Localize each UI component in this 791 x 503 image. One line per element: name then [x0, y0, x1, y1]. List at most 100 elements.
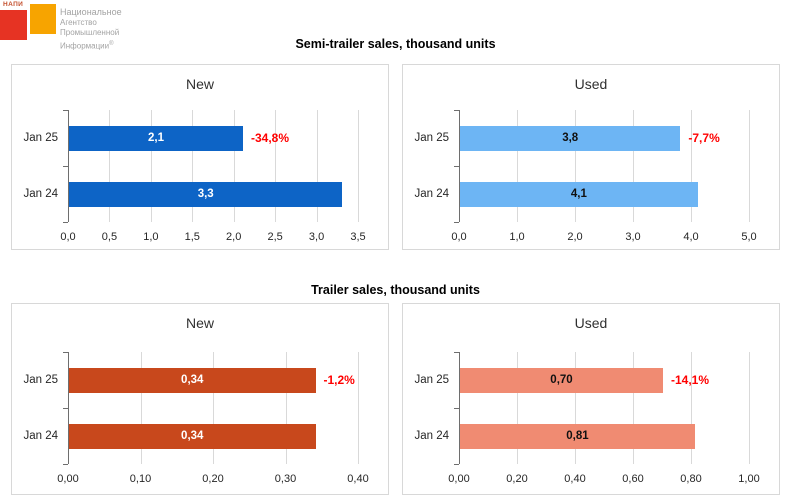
gridline [633, 352, 634, 464]
x-axis-tick-label: 3,0 [308, 231, 325, 243]
logo-line-4: Информации® [60, 40, 114, 51]
plot-area-semitrailer-used: Jan 25 3,8 -7,7% Jan 24 4,1 0,0 1,0 2,0 3,0 4,0 5,… [414, 110, 757, 243]
category-axis-line [459, 110, 460, 222]
axis-tick-mark [454, 408, 459, 409]
bar-value-label: 0,81 [566, 429, 589, 442]
bar-semitrailer-new-jan-25: 2,1 [69, 125, 243, 151]
x-axis-tick-label: 3,0 [625, 231, 641, 243]
axis-tick-mark [63, 222, 68, 223]
logo-line-2: Агентство [60, 17, 97, 27]
gridline [575, 110, 576, 222]
bar-value-label: 4,1 [570, 187, 587, 200]
panels-row-trailer: New Jan 25 0,34 -1,2% Jan 24 0,34 0,00 0,10 0,20… [0, 303, 791, 495]
x-axis-tick-label: 1,00 [738, 473, 760, 485]
axis-tick-mark [63, 408, 68, 409]
axis-tick-mark [454, 352, 459, 353]
x-axis-tick-label: 1,0 [509, 231, 525, 243]
category-label: Jan 25 [23, 131, 58, 144]
axis-tick-mark [63, 352, 68, 353]
logo-text-block: Национальное Агентство Промышленной Инфо… [60, 7, 122, 52]
section-trailer: Trailer sales, thousand units New Jan 25 0… [0, 250, 791, 495]
category-label: Jan 25 [414, 131, 449, 144]
gridline [150, 110, 152, 222]
bar-trailer-new-jan-25: 0,34 [69, 367, 316, 393]
axis-tick-mark [454, 110, 459, 111]
chart-panel-trailer-used: Used Jan 25 0,70 -14,1% Jan 24 0,81 0,00 0,20 0,… [402, 303, 780, 495]
category-label: Jan 25 [414, 373, 449, 386]
pct-change-label: -14,1% [671, 372, 710, 387]
section-title-semitrailer: Semi-trailer sales, thousand units [295, 37, 496, 51]
logo-line-3: Промышленной [60, 28, 120, 37]
x-axis-tick-label: 0,60 [622, 473, 644, 485]
gridline [192, 110, 194, 222]
section-title-trailer: Trailer sales, thousand units [311, 283, 480, 297]
axis-tick-mark [454, 222, 459, 223]
gridline [109, 110, 111, 222]
x-axis-tick-label: 0,30 [274, 473, 297, 485]
gridline [691, 352, 692, 464]
logo-line-1: Национальное [60, 7, 122, 17]
bar-value-label: 0,34 [181, 429, 204, 442]
x-axis-tick-label: 5,0 [741, 231, 757, 243]
napi-logo: НАПИ Национальное Агентство Промышленной… [0, 0, 180, 60]
x-axis-tick-label: 0,40 [564, 473, 586, 485]
bar-value-label: 0,70 [550, 373, 573, 386]
category-label: Jan 24 [414, 187, 449, 200]
pct-change-label: -34,8% [251, 130, 290, 145]
chart-subtitle-semitrailer-new: New [185, 76, 214, 92]
axis-tick-mark [454, 464, 459, 465]
gridline [749, 110, 750, 222]
x-axis-tick-label: 1,5 [184, 231, 200, 243]
logo-orange-square [30, 4, 56, 34]
category-axis-line [68, 110, 69, 222]
bar-semitrailer-used-jan-25: 3,8 [460, 125, 681, 151]
pct-change-label: -1,2% [323, 372, 355, 387]
axis-tick-mark [63, 110, 68, 111]
bar-value-label: 2,1 [148, 131, 164, 144]
chart-panel-semitrailer-used: Used Jan 25 3,8 -7,7% Jan 24 4,1 0,0 1,0 2,0 3,0 4… [402, 64, 780, 250]
x-axis-tick-label: 4,0 [683, 231, 699, 243]
bar-trailer-new-jan-24: 0,34 [69, 423, 316, 449]
gridline [275, 110, 277, 222]
category-label: Jan 25 [23, 373, 58, 386]
x-axis-tick-label: 0,40 [347, 473, 369, 485]
pct-change-label: -7,7% [688, 130, 720, 145]
section-semitrailer: Semi-trailer sales, thousand units New Ja… [0, 0, 791, 250]
panels-row-semitrailer: New Jan 25 2,1 -34,8% Jan 24 3,3 0,0 0,5 1,0 1,5 2… [0, 64, 791, 250]
plot-area-trailer-new: Jan 25 0,34 -1,2% Jan 24 0,34 0,00 0,10 0,20 0,3… [23, 352, 369, 485]
bar-semitrailer-used-jan-24: 4,1 [460, 181, 698, 207]
chart-subtitle-trailer-used: Used [574, 315, 608, 331]
chart-panel-trailer-new: New Jan 25 0,34 -1,2% Jan 24 0,34 0,00 0,10 0,20… [11, 303, 389, 495]
category-axis-line [68, 352, 69, 464]
axis-tick-mark [63, 464, 68, 465]
x-axis-tick-label: 3,5 [350, 231, 366, 243]
gridline [633, 110, 634, 222]
bar-value-label: 0,34 [181, 373, 204, 386]
gridline [575, 352, 576, 464]
plot-area-semitrailer-new: Jan 25 2,1 -34,8% Jan 24 3,3 0,0 0,5 1,0 1,5 2,0 2… [23, 110, 366, 243]
gridline [213, 352, 214, 464]
x-axis-tick-label: 0,00 [448, 473, 470, 485]
x-axis-tick-label: 0,10 [129, 473, 152, 485]
axis-tick-mark [454, 166, 459, 167]
bar-value-label: 3,3 [197, 187, 214, 200]
gridline [285, 352, 287, 464]
gridline [749, 352, 750, 464]
logo-red-square [0, 10, 27, 40]
bar-semitrailer-new-jan-24: 3,3 [69, 181, 343, 207]
chart-subtitle-trailer-new: New [185, 315, 214, 331]
x-axis-tick-label: 0,20 [506, 473, 528, 485]
axis-tick-mark [63, 166, 68, 167]
x-axis-tick-label: 0,20 [202, 473, 224, 485]
x-axis-tick-label: 0,80 [680, 473, 702, 485]
x-axis-tick-label: 2,5 [267, 231, 283, 243]
x-axis-tick-label: 0,0 [60, 231, 76, 243]
category-axis-line [459, 352, 460, 464]
gridline [358, 110, 359, 222]
gridline [140, 352, 142, 464]
gridline [233, 110, 235, 222]
category-label: Jan 24 [414, 429, 449, 442]
bar-trailer-used-jan-25: 0,70 [460, 367, 663, 393]
gridline [517, 352, 518, 464]
category-label: Jan 24 [23, 429, 58, 442]
